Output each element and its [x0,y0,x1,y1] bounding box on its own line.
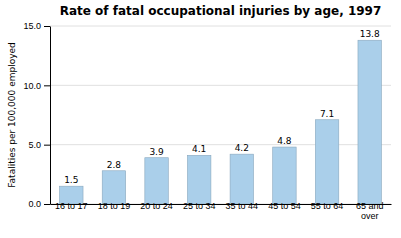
data-label: 1.5 [64,175,78,185]
x-tick: 65 andover [356,201,384,221]
x-tick-label: 45 to 54 [268,201,301,211]
x-tick: 20 to 24 [140,201,173,211]
y-tick-mark [44,85,50,86]
chart: 1.5 2.8 3.9 4.1 4.2 4.8 7.1 13.8 16 to 17 18 to 1… [0,0,401,238]
y-tick-label: 0.0 [28,199,41,209]
x-tick: 45 to 54 [268,201,301,211]
y-tick-mark [44,145,50,146]
x-tick: 18 to 19 [98,201,131,211]
x-tick-label: 16 to 17 [55,201,88,211]
title: Rate of fatal occupational injuries by a… [60,4,382,18]
data-label: 3.9 [149,147,164,157]
y-axis-line [50,27,51,205]
data-label: 4.2 [235,143,249,153]
grid-line [50,144,391,145]
y-tick-label: 5.0 [28,140,41,150]
bar [230,154,253,204]
bar [315,120,338,204]
y-axis: 0.0 5.0 10.0 15.0 [23,21,50,209]
bar [273,147,296,204]
y-tick-label: 10.0 [23,81,41,91]
grid-line [50,26,391,27]
x-tick-label: 25 to 34 [183,201,216,211]
x-tick: 35 to 44 [226,201,259,211]
x-tick-label: 18 to 19 [98,201,131,211]
x-tick-label: 35 to 44 [226,201,259,211]
x-tick: 25 to 34 [183,201,216,211]
x-tick-label: 20 to 24 [140,201,173,211]
grid [50,26,391,204]
x-tick-label: 55 to 64 [311,201,344,211]
data-label: 4.8 [277,136,292,146]
data-labels: 1.5 2.8 3.9 4.1 4.2 4.8 7.1 13.8 [64,29,380,185]
y-tick-label: 15.0 [23,21,41,31]
x-axis: 16 to 17 18 to 19 20 to 24 25 to 34 35 to 44… [51,201,392,221]
bar [187,155,210,204]
y-tick: 15.0 [23,21,50,31]
y-tick-mark [44,204,50,205]
data-label: 4.1 [192,144,206,154]
y-tick-mark [44,26,50,27]
data-label: 13.8 [360,29,380,39]
plot: 1.5 2.8 3.9 4.1 4.2 4.8 7.1 13.8 16 to 17 18 to 1… [23,21,391,221]
y-tick: 0.0 [28,199,50,209]
x-tick: 55 to 64 [311,201,344,211]
x-tick: 16 to 17 [55,201,88,211]
y-tick: 5.0 [28,140,50,150]
y-axis-title: Fatalities per 100,000 employed [7,42,17,188]
bar [102,171,125,204]
y-tick: 10.0 [23,81,50,91]
bar [145,158,168,204]
data-label: 7.1 [320,109,334,119]
bar [358,40,381,204]
grid-line [50,85,391,86]
x-tick-label: 65 andover [356,201,384,221]
bars [60,40,382,204]
data-label: 2.8 [107,160,122,170]
